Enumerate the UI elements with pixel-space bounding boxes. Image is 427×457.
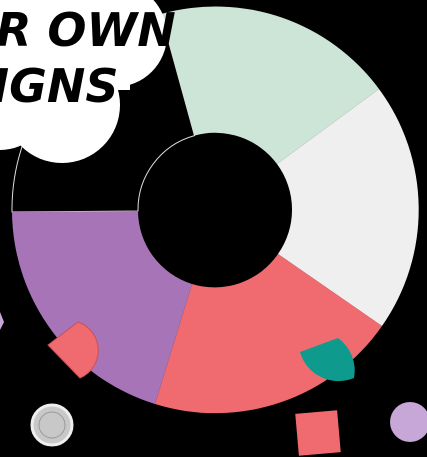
- purple-fragment: [0, 312, 4, 330]
- teal-shape: [300, 338, 355, 382]
- donut-segment-purple: [12, 211, 192, 404]
- donut-segment-mint: [161, 6, 379, 164]
- cloud-text: R OWN: [0, 3, 176, 57]
- coin-detail: [38, 411, 66, 439]
- coral-shape: [47, 321, 99, 379]
- cloud-text: IGNS: [0, 59, 119, 113]
- lilac-circle: [390, 402, 427, 442]
- cloud: [0, 0, 167, 163]
- coral-square: [295, 410, 341, 456]
- coin: [30, 403, 74, 447]
- donut-segment-white: [277, 89, 419, 326]
